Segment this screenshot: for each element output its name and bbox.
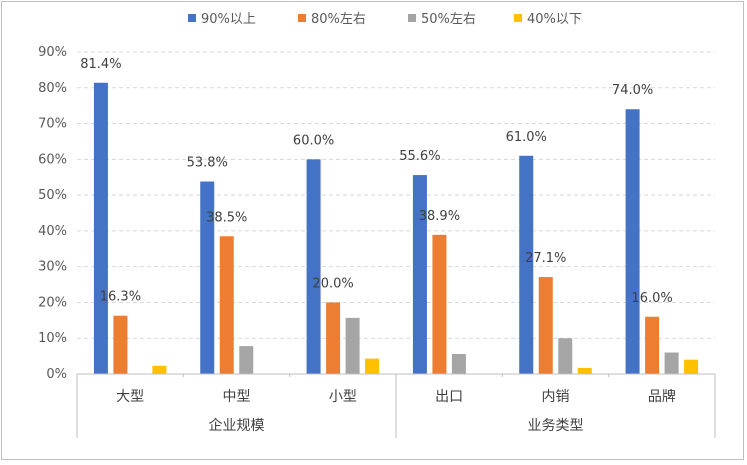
bars (93, 82, 699, 374)
bar (239, 346, 254, 374)
gridlines (77, 51, 715, 339)
x-tick-label: 中型 (223, 389, 251, 405)
bar (432, 234, 447, 374)
bar (451, 353, 466, 374)
data-label: 61.0% (506, 130, 547, 145)
bar (412, 175, 427, 374)
legend-swatch (514, 14, 522, 22)
data-label: 20.0% (312, 276, 353, 291)
bar (219, 236, 234, 374)
data-label: 27.1% (525, 251, 566, 266)
bar (345, 317, 360, 374)
y-tick-label: 10% (38, 331, 67, 346)
y-tick-label: 30% (38, 260, 67, 275)
legend-label: 90%以上 (201, 12, 256, 27)
bar (558, 338, 573, 374)
data-label: 74.0% (612, 83, 653, 98)
y-tick-label: 80% (38, 81, 67, 96)
data-label: 16.3% (100, 290, 141, 305)
bar (326, 302, 341, 374)
bar (365, 358, 380, 374)
y-tick-label: 20% (38, 295, 67, 310)
bar (519, 155, 534, 374)
data-label: 81.4% (80, 57, 121, 72)
legend-swatch (188, 14, 196, 22)
bar (306, 159, 321, 374)
legend-swatch (298, 14, 306, 22)
data-label: 60.0% (293, 133, 334, 148)
legend: 90%以上 80%左右 50%左右 40%以下 (188, 12, 582, 27)
legend-label: 80%左右 (311, 12, 366, 27)
data-labels: 81.4% 16.3% 53.8% 38.5% 60.0% 20.0% 55.6% 38.9%… (80, 57, 672, 306)
bar (577, 367, 592, 374)
bar (152, 365, 167, 374)
legend-label: 40%以下 (527, 12, 582, 27)
x-tick-label: 出口 (435, 389, 463, 405)
bar (645, 316, 660, 374)
data-label: 53.8% (187, 156, 228, 171)
group-label: 企业规模 (209, 417, 265, 434)
legend-label: 50%左右 (421, 12, 476, 27)
y-tick-label: 0% (46, 367, 67, 382)
legend-swatch (408, 14, 416, 22)
y-tick-label: 70% (38, 117, 67, 132)
x-tick-label: 内销 (542, 389, 570, 405)
group-label: 业务类型 (528, 418, 584, 434)
bar (93, 82, 108, 374)
bar (625, 109, 640, 374)
y-tick-label: 40% (38, 224, 67, 239)
bar (664, 352, 679, 374)
y-axis-ticks: 0% 10% 20% 30% 40% 50% 60% 70% 80% 90% (38, 45, 67, 382)
bar (684, 359, 699, 374)
bar (200, 181, 215, 374)
y-tick-label: 90% (38, 45, 67, 60)
bar (538, 277, 553, 374)
x-tick-label: 大型 (116, 389, 144, 405)
data-label: 55.6% (399, 149, 440, 164)
x-tick-label: 品牌 (648, 388, 676, 405)
data-label: 16.0% (631, 291, 672, 306)
x-tick-label: 小型 (329, 389, 357, 405)
y-tick-label: 50% (38, 188, 67, 203)
bar (113, 315, 128, 374)
data-label: 38.9% (419, 209, 460, 224)
data-label: 38.5% (206, 210, 247, 225)
y-tick-label: 60% (38, 152, 67, 167)
